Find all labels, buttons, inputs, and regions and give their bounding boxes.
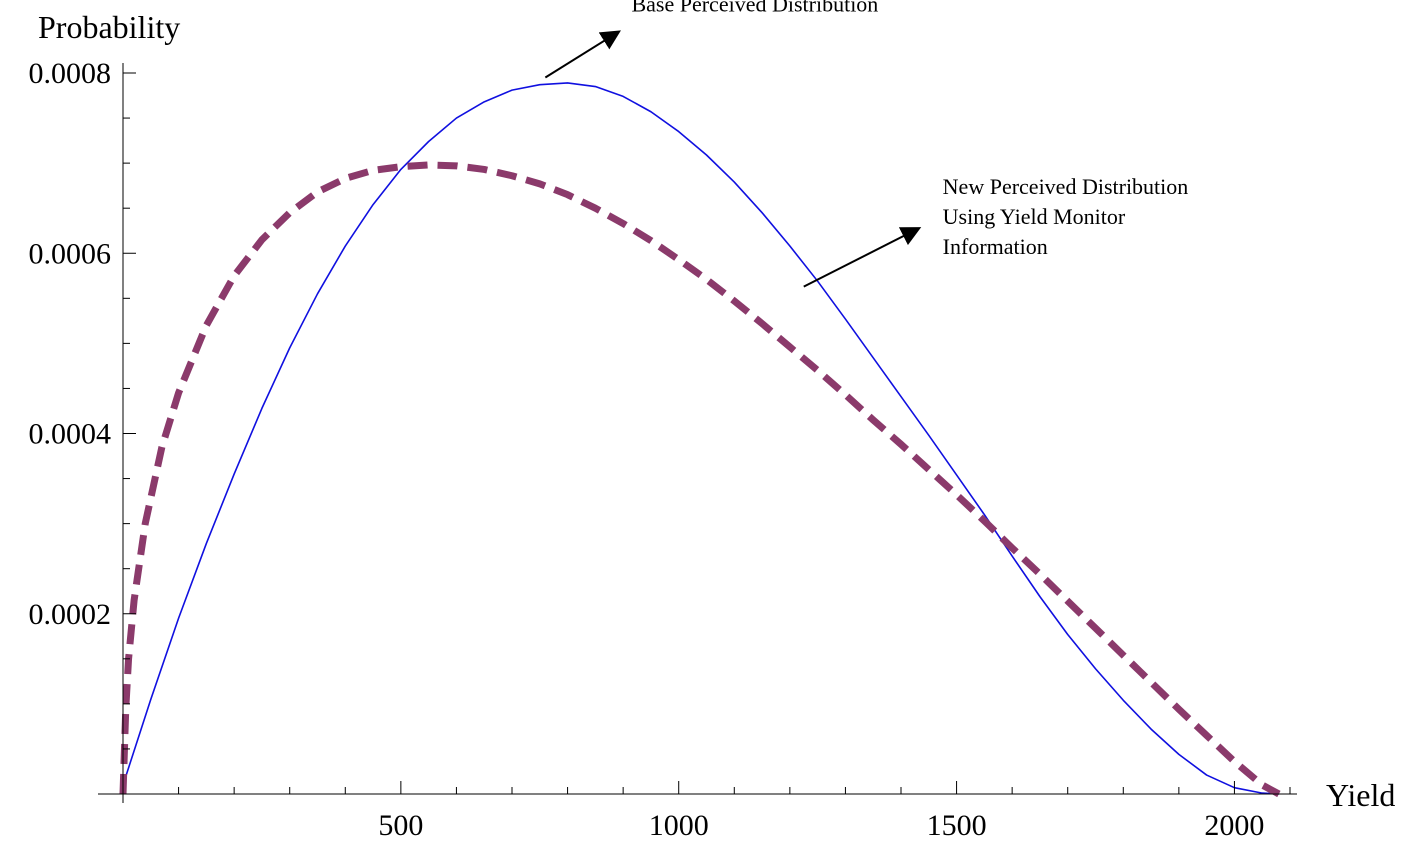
x-axis: 500 1000 1500 2000 [98, 781, 1297, 842]
annotation-text: Base Perceived Distribution [631, 0, 878, 17]
annotation-arrow [803, 227, 922, 288]
y-axis: 0.0002 0.0004 0.0006 0.0008 [29, 57, 136, 803]
x-tick-label: 1500 [927, 809, 987, 842]
y-tick-label: 0.0002 [29, 598, 112, 631]
y-tick-label: 0.0006 [29, 237, 112, 270]
annotation-text: Using Yield Monitor [943, 204, 1126, 229]
plot-lines [119, 82, 1281, 798]
annotations: Base Perceived Distribution New Perceived… [544, 0, 1189, 288]
y-axis-title: Probability [38, 9, 180, 45]
x-tick-label: 1000 [649, 809, 709, 842]
x-tick-label: 2000 [1204, 809, 1264, 842]
series-line-dashed [119, 161, 1281, 798]
annotation-text: New Perceived Distribution [943, 174, 1189, 199]
x-axis-title: Yield [1326, 777, 1395, 813]
y-tick-label: 0.0008 [29, 57, 112, 90]
y-tick-label: 0.0004 [29, 418, 112, 451]
x-tick-label: 500 [378, 809, 423, 842]
annotation-arrow [544, 30, 621, 79]
series-line-solid [122, 82, 1279, 795]
annotation-text: Information [943, 234, 1048, 259]
